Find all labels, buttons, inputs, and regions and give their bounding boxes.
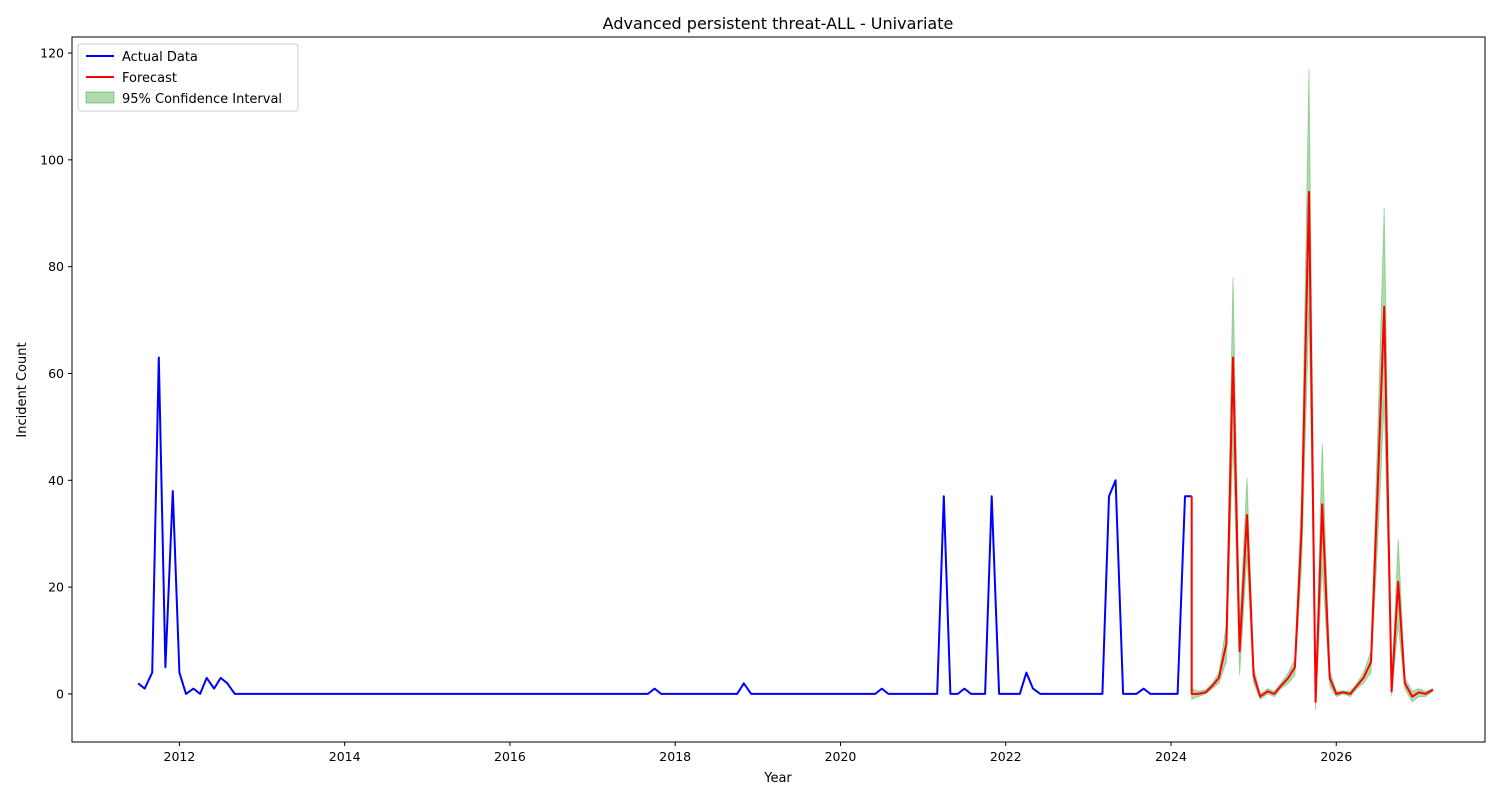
x-tick-label: 2020 xyxy=(825,749,857,764)
y-tick-label: 0 xyxy=(56,686,64,701)
legend: Actual Data Forecast 95% Confidence Inte… xyxy=(77,43,299,112)
y-axis: 0 20 40 60 80 100 120 xyxy=(40,46,72,701)
y-tick-label: 120 xyxy=(40,46,64,61)
x-tick-label: 2022 xyxy=(990,749,1022,764)
x-tick-label: 2026 xyxy=(1320,749,1352,764)
chart-title: Advanced persistent threat-ALL - Univari… xyxy=(603,14,954,33)
y-axis-label: Incident Count xyxy=(15,342,30,437)
plot-frame xyxy=(71,36,1486,743)
x-axis-label: Year xyxy=(763,771,792,786)
series-line-forecast xyxy=(1190,190,1434,703)
x-tick-label: 2018 xyxy=(659,749,691,764)
y-tick-label: 60 xyxy=(48,366,64,381)
x-tick-label: 2014 xyxy=(329,749,361,764)
series-line-actual xyxy=(137,356,1192,695)
y-tick-label: 40 xyxy=(48,473,64,488)
x-tick-label: 2024 xyxy=(1155,749,1187,764)
legend-box xyxy=(77,43,299,112)
y-tick-label: 20 xyxy=(48,580,64,595)
x-tick-label: 2012 xyxy=(164,749,196,764)
y-tick-label: 100 xyxy=(40,152,64,167)
legend-entry-ci: 95% Confidence Interval xyxy=(122,92,282,107)
series-layer xyxy=(137,190,1434,703)
legend-swatch-ci xyxy=(85,91,115,104)
x-axis: 2012 2014 2016 2018 2020 2022 2024 2026 xyxy=(164,742,1352,764)
y-tick-label: 80 xyxy=(48,259,64,274)
legend-entry-forecast: Forecast xyxy=(122,71,177,86)
x-tick-label: 2016 xyxy=(494,749,526,764)
legend-entry-actual: Actual Data xyxy=(122,50,198,65)
